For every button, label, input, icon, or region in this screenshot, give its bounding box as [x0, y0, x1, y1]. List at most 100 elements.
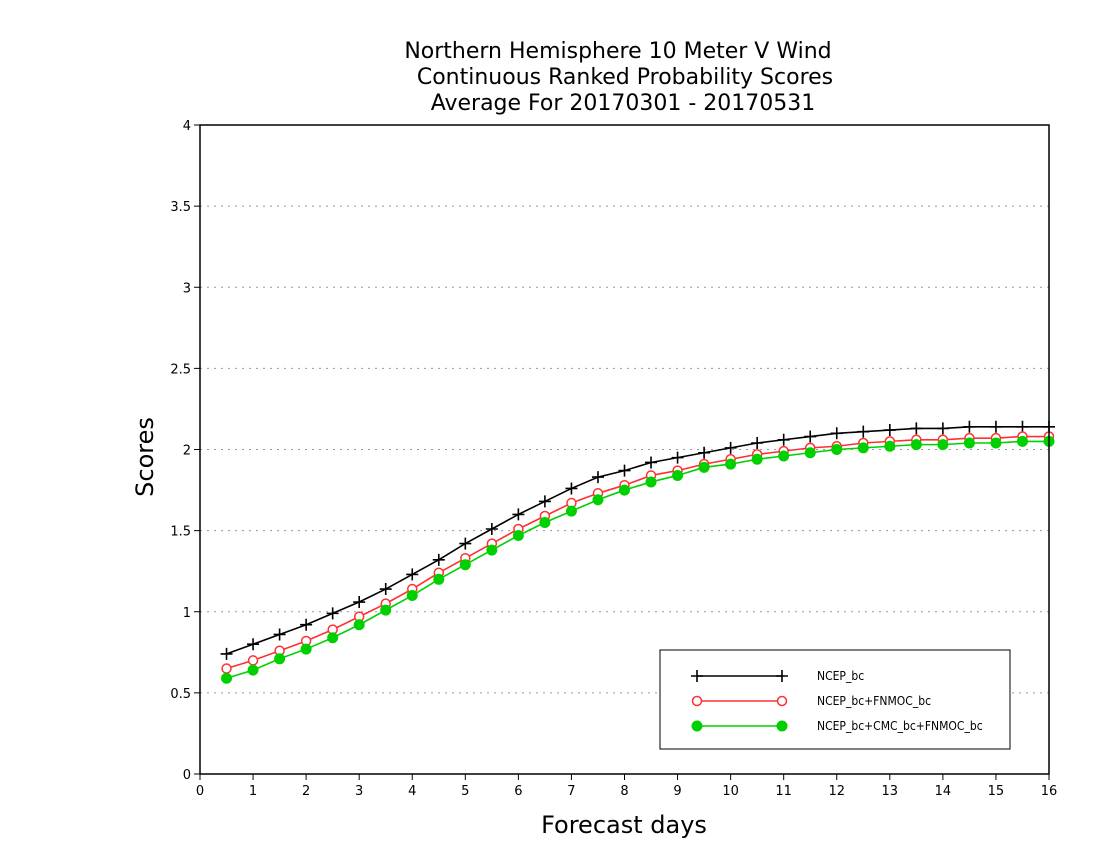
data-point [672, 469, 684, 481]
x-tick-label: 1 [249, 784, 257, 799]
series-line [226, 435, 1049, 670]
x-tick-label: 13 [882, 784, 899, 799]
data-point [831, 444, 843, 455]
data-point [406, 590, 418, 602]
y-tick-label: 1.5 [170, 525, 191, 540]
data-point [512, 529, 524, 541]
x-tick-label: 9 [673, 784, 681, 799]
x-tick-label: 15 [988, 784, 1005, 799]
legend-label: NCEP_bc+CMC_bc+FNMOC_bc [817, 719, 983, 733]
data-point [910, 422, 923, 435]
chart-title-line-2: Continuous Ranked Probability Scores [417, 65, 833, 90]
data-point [645, 456, 658, 469]
data-point [432, 553, 445, 566]
x-tick-label: 4 [408, 784, 416, 799]
data-point [777, 433, 790, 446]
data-point [326, 607, 339, 620]
data-point [327, 632, 339, 644]
data-point [565, 505, 577, 517]
chart-title-line-1: Northern Hemisphere 10 Meter V Wind [404, 39, 831, 64]
data-point [247, 638, 260, 651]
legend-marker [776, 720, 788, 732]
x-tick-label: 8 [620, 784, 628, 799]
series-layer [220, 420, 1055, 684]
x-axis-label: Forecast days [541, 811, 707, 839]
legend-marker [691, 695, 703, 707]
y-tick-label: 0 [183, 768, 191, 783]
data-point [883, 424, 896, 437]
legend-marker [691, 670, 703, 682]
legend-item-1: NCEP_bc [691, 669, 864, 683]
data-point [751, 437, 764, 450]
x-tick-label: 0 [196, 784, 204, 799]
data-point [936, 422, 949, 435]
legend: NCEP_bc NCEP_bc+FNMOC_bc NCEP_bc+CMC_bc+FN… [659, 649, 1011, 750]
legend-box [659, 649, 1011, 750]
data-point [804, 430, 817, 443]
data-point [857, 425, 870, 438]
data-point [380, 604, 392, 616]
data-point [857, 442, 869, 454]
data-point [485, 523, 498, 536]
y-tick-label: 2 [183, 444, 191, 459]
y-tick-label: 2.5 [170, 362, 191, 377]
data-point [353, 596, 366, 609]
chart-title-line-3: Average For 20170301 - 20170531 [431, 91, 816, 116]
x-tick-label: 11 [775, 784, 792, 799]
series-2 [221, 431, 1055, 674]
data-point [247, 664, 259, 676]
legend-marker [776, 670, 788, 682]
series-line [226, 440, 1049, 680]
data-point [538, 495, 551, 508]
data-point [379, 583, 392, 596]
x-tick-label: 14 [935, 784, 952, 799]
data-point [353, 619, 365, 631]
data-point [565, 482, 578, 495]
legend-marker [691, 720, 703, 732]
data-point [698, 461, 710, 473]
x-tick-label: 7 [567, 784, 575, 799]
data-point [539, 517, 551, 529]
data-point [645, 476, 657, 488]
x-tick-label: 10 [722, 784, 739, 799]
series-3 [221, 435, 1055, 684]
data-point [830, 427, 843, 440]
legend-label: NCEP_bc+FNMOC_bc [817, 694, 931, 708]
y-tick-label: 3 [183, 281, 191, 296]
data-point [247, 655, 259, 666]
data-point [725, 458, 737, 470]
data-point [724, 441, 737, 454]
series-line [226, 425, 1049, 655]
x-tick-label: 2 [302, 784, 310, 799]
x-tick-label: 3 [355, 784, 363, 799]
plot-frame [199, 124, 1050, 775]
data-point [300, 618, 313, 631]
data-point [486, 544, 498, 556]
y-tick-label: 1 [183, 606, 191, 621]
data-point [618, 464, 631, 477]
legend-marker [776, 695, 788, 707]
data-point [406, 568, 419, 581]
data-point [884, 440, 896, 452]
data-point [220, 647, 233, 660]
x-tick-label: 12 [828, 784, 845, 799]
data-point [273, 628, 286, 641]
data-point [671, 451, 684, 464]
legend-label: NCEP_bc [817, 669, 864, 683]
data-point [221, 672, 233, 684]
data-point [989, 420, 1002, 433]
y-axis-ticks: 0 0.5 1 1.5 2 2.5 3 3.5 4 [170, 119, 200, 783]
data-point [459, 537, 472, 550]
data-point [804, 447, 816, 459]
legend-item-2: NCEP_bc+FNMOC_bc [691, 694, 931, 708]
data-point [221, 663, 232, 674]
data-point [751, 453, 763, 465]
x-tick-label: 6 [514, 784, 522, 799]
data-point [698, 446, 711, 459]
legend-item-3: NCEP_bc+CMC_bc+FNMOC_bc [691, 719, 983, 733]
x-tick-label: 16 [1041, 784, 1058, 799]
data-point [778, 450, 790, 462]
data-point [592, 494, 604, 506]
data-point [937, 439, 949, 451]
y-axis-label: Scores [131, 417, 159, 497]
